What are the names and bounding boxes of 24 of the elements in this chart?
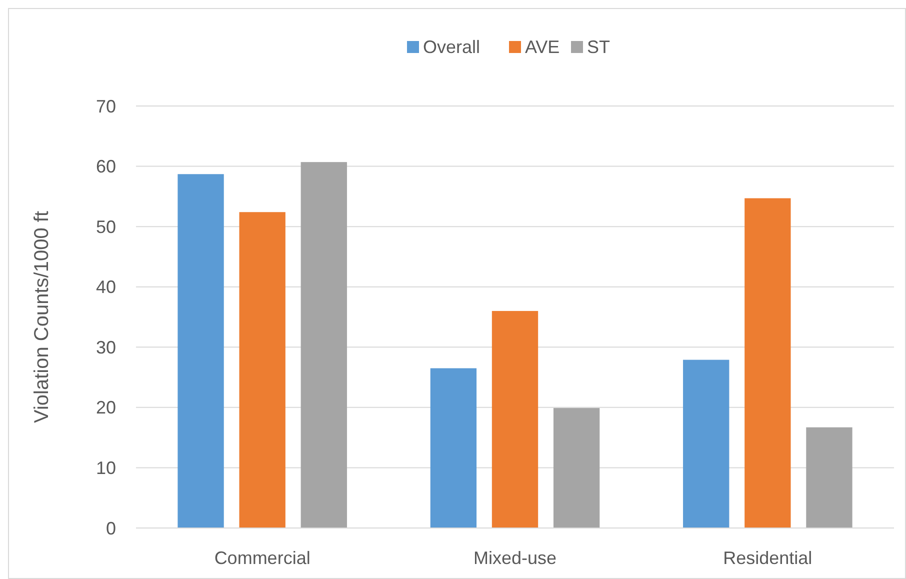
- x-tick-label: Commercial: [214, 548, 310, 568]
- y-tick-label: 70: [96, 96, 116, 116]
- bar: [744, 198, 791, 528]
- legend-label: ST: [587, 37, 610, 57]
- bar: [553, 408, 600, 528]
- y-tick-label: 60: [96, 156, 116, 177]
- bar: [300, 162, 347, 528]
- y-tick-label: 30: [96, 337, 116, 358]
- y-tick-label: 50: [96, 216, 116, 237]
- bar: [178, 174, 224, 528]
- y-tick-label: 0: [106, 518, 116, 538]
- legend-label: Overall: [423, 37, 480, 57]
- legend-label: AVE: [525, 37, 560, 57]
- bar: [492, 310, 538, 528]
- y-axis-title: Violation Counts/1000 ft: [31, 210, 53, 424]
- bar: [806, 427, 852, 528]
- y-tick-label: 20: [96, 398, 116, 418]
- bar: [430, 368, 477, 528]
- bar: [239, 212, 286, 528]
- y-tick-label: 40: [96, 277, 116, 298]
- x-tick-label: Residential: [723, 548, 812, 568]
- y-tick-label: 10: [96, 458, 116, 478]
- x-tick-label: Mixed-use: [473, 548, 557, 568]
- bar: [683, 360, 730, 528]
